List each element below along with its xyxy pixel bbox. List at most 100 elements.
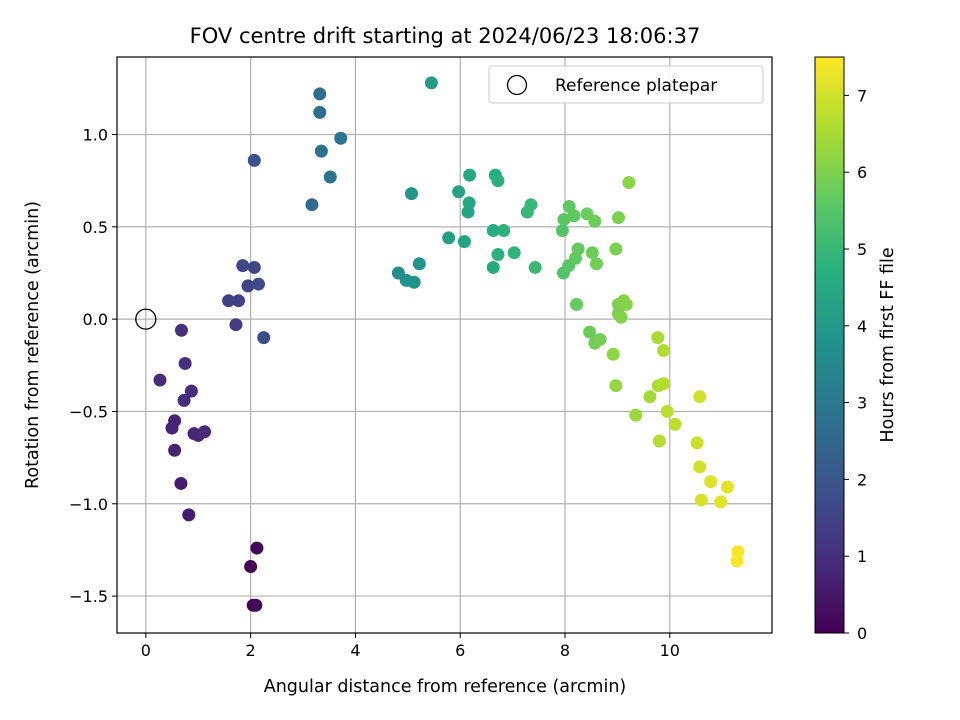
colorbar-tick-label: 1 (857, 547, 867, 566)
colorbar-tick-label: 4 (857, 317, 867, 336)
data-point (244, 560, 258, 574)
data-point (334, 131, 348, 145)
data-point (609, 242, 623, 256)
chart-title: FOV centre drift starting at 2024/06/23 … (190, 24, 701, 48)
data-point (182, 508, 196, 522)
x-axis-ticks: 0 2 4 6 8 10 (141, 633, 680, 660)
data-point (491, 174, 505, 188)
data-point (251, 277, 265, 291)
data-point (314, 144, 328, 158)
data-point (528, 260, 542, 274)
data-point (614, 310, 628, 324)
data-point (198, 425, 212, 439)
data-point (643, 390, 657, 404)
data-point (657, 377, 671, 391)
data-point (457, 235, 471, 249)
data-point (588, 214, 602, 228)
data-point (486, 260, 500, 274)
data-point (583, 325, 597, 339)
y-tick-label: 0.0 (83, 310, 108, 329)
x-axis-label: Angular distance from reference (arcmin) (264, 677, 627, 697)
colorbar-tick-label: 0 (857, 624, 867, 643)
data-point (497, 224, 511, 238)
legend-marker-reference (506, 74, 528, 96)
data-point (694, 493, 708, 507)
data-point (652, 434, 666, 448)
x-tick-label: 4 (350, 641, 360, 660)
data-point (611, 211, 625, 225)
colorbar-tick-label: 6 (857, 163, 867, 182)
data-point (247, 153, 261, 167)
data-point (174, 476, 188, 490)
y-axis-label: Rotation from reference (arcmin) (23, 201, 43, 489)
data-point (305, 198, 319, 212)
y-tick-label: −1.0 (69, 495, 108, 514)
x-tick-label: 0 (141, 641, 151, 660)
data-point (313, 105, 327, 119)
x-tick-label: 10 (660, 641, 680, 660)
data-point (184, 384, 198, 398)
reference-marker (135, 308, 157, 330)
data-point (463, 168, 477, 182)
y-tick-label: −0.5 (69, 402, 108, 421)
data-point (693, 390, 707, 404)
data-point (606, 347, 620, 361)
data-points (153, 76, 745, 612)
grid-lines (117, 57, 772, 633)
legend-label-reference: Reference platepar (555, 76, 717, 96)
data-point (668, 417, 682, 431)
data-point (507, 246, 521, 260)
data-point (178, 356, 192, 370)
data-point (622, 176, 636, 190)
data-point (229, 318, 243, 332)
data-point (412, 257, 426, 271)
data-point (250, 541, 264, 555)
colorbar-tick-label: 3 (857, 394, 867, 413)
data-point (174, 323, 188, 337)
x-tick-label: 8 (560, 641, 570, 660)
data-point (571, 242, 585, 256)
colorbar-label: Hours from first FF file (878, 247, 898, 442)
data-point (555, 224, 569, 238)
data-point (693, 460, 707, 474)
data-point (589, 257, 603, 271)
data-point (442, 231, 456, 245)
data-point (257, 331, 271, 345)
colorbar-ticks: 0 1 2 3 4 5 6 7 (844, 86, 867, 643)
data-point (323, 170, 337, 184)
data-point (232, 294, 246, 308)
data-point (657, 344, 671, 358)
x-tick-label: 2 (246, 641, 256, 660)
data-point (168, 443, 182, 457)
plot-area-frame (116, 56, 773, 634)
data-point (570, 297, 584, 311)
data-point (690, 436, 704, 450)
colorbar-tick-label: 2 (857, 470, 867, 489)
reference-point (135, 308, 157, 330)
data-point (222, 294, 236, 308)
data-point (585, 246, 599, 260)
colorbar-tick-label: 5 (857, 240, 867, 259)
y-tick-label: 1.0 (83, 126, 108, 145)
data-point (629, 408, 643, 422)
colorbar-gradient (814, 56, 845, 634)
data-point (651, 331, 665, 345)
data-point (486, 224, 500, 238)
data-point (720, 480, 734, 494)
y-axis-ticks: −1.5 −1.0 −0.5 0.0 0.5 1.0 (69, 126, 117, 606)
data-point (609, 379, 623, 393)
data-point (462, 196, 476, 210)
data-point (249, 598, 263, 612)
data-point (660, 404, 674, 418)
x-tick-label: 6 (455, 641, 465, 660)
legend-box (488, 65, 764, 104)
data-point (404, 187, 418, 201)
data-point (247, 260, 261, 274)
data-point (557, 212, 571, 226)
data-point (241, 279, 255, 293)
data-point (524, 198, 538, 212)
colorbar-tick-label: 7 (857, 86, 867, 105)
data-point (452, 185, 466, 199)
colorbar: 0 1 2 3 4 5 6 7 Hours from first FF file (814, 56, 898, 643)
